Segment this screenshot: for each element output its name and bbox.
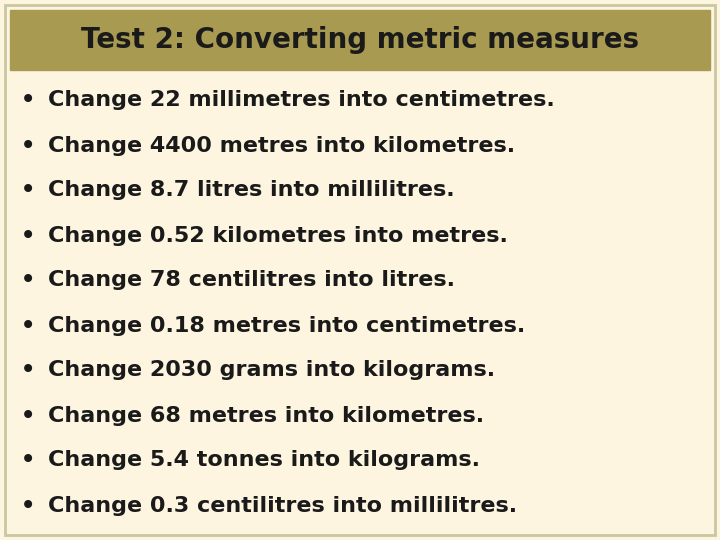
FancyBboxPatch shape <box>5 5 715 535</box>
Text: Change 2030 grams into kilograms.: Change 2030 grams into kilograms. <box>48 361 495 381</box>
Text: •: • <box>20 267 36 294</box>
Text: Change 0.52 kilometres into metres.: Change 0.52 kilometres into metres. <box>48 226 508 246</box>
FancyBboxPatch shape <box>10 10 710 70</box>
Text: Change 0.18 metres into centimetres.: Change 0.18 metres into centimetres. <box>48 315 526 335</box>
Text: •: • <box>20 491 36 519</box>
Text: Change 4400 metres into kilometres.: Change 4400 metres into kilometres. <box>48 136 515 156</box>
Text: •: • <box>20 177 36 205</box>
Text: Change 68 metres into kilometres.: Change 68 metres into kilometres. <box>48 406 484 426</box>
Text: •: • <box>20 447 36 475</box>
Text: Change 8.7 litres into millilitres.: Change 8.7 litres into millilitres. <box>48 180 454 200</box>
Text: •: • <box>20 132 36 159</box>
Text: Change 5.4 tonnes into kilograms.: Change 5.4 tonnes into kilograms. <box>48 450 480 470</box>
Text: •: • <box>20 402 36 429</box>
Text: Test 2: Converting metric measures: Test 2: Converting metric measures <box>81 26 639 54</box>
Text: •: • <box>20 312 36 340</box>
Text: •: • <box>20 356 36 384</box>
Text: Change 22 millimetres into centimetres.: Change 22 millimetres into centimetres. <box>48 91 554 111</box>
Text: Change 0.3 centilitres into millilitres.: Change 0.3 centilitres into millilitres. <box>48 496 517 516</box>
Text: •: • <box>20 221 36 249</box>
Text: •: • <box>20 86 36 114</box>
Text: Change 78 centilitres into litres.: Change 78 centilitres into litres. <box>48 271 455 291</box>
